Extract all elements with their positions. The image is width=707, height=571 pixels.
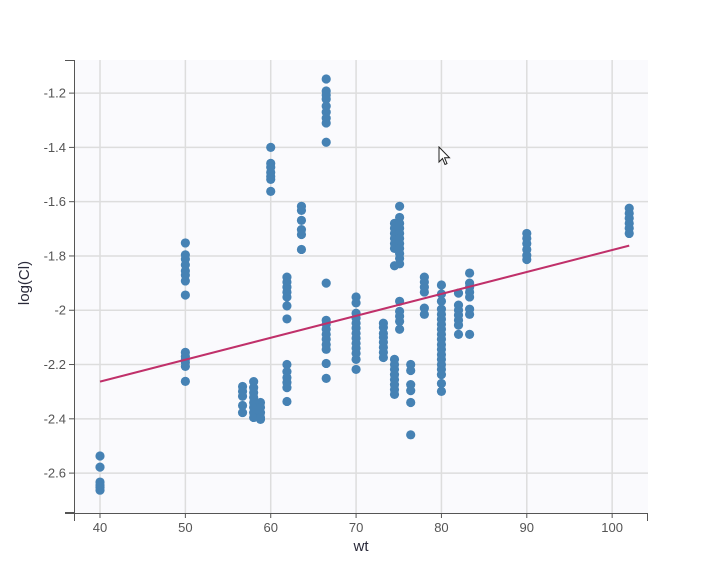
data-point bbox=[95, 485, 105, 495]
data-point bbox=[237, 407, 248, 418]
data-point bbox=[522, 254, 532, 265]
data-point bbox=[419, 309, 429, 319]
data-point bbox=[266, 174, 276, 185]
data-point bbox=[419, 287, 429, 297]
data-point bbox=[436, 378, 447, 389]
data-point bbox=[296, 229, 307, 240]
x-tick-label: 100 bbox=[601, 520, 623, 535]
data-point bbox=[321, 137, 331, 147]
data-point bbox=[406, 385, 416, 396]
y-tick-label: -2.2 bbox=[44, 357, 66, 372]
data-point bbox=[321, 94, 331, 104]
data-point bbox=[465, 292, 475, 302]
data-point bbox=[395, 201, 405, 211]
data-point bbox=[321, 344, 331, 354]
data-point bbox=[296, 244, 307, 255]
data-point bbox=[266, 142, 276, 152]
data-point bbox=[296, 215, 307, 226]
data-point bbox=[180, 238, 190, 248]
data-point bbox=[237, 400, 248, 411]
data-point bbox=[282, 301, 292, 311]
data-point bbox=[237, 391, 248, 401]
data-point bbox=[321, 373, 331, 383]
data-point bbox=[282, 292, 292, 302]
y-tick-label: -1.2 bbox=[44, 86, 66, 101]
data-point bbox=[389, 389, 400, 399]
data-point bbox=[436, 280, 447, 290]
data-point bbox=[406, 365, 416, 376]
data-point bbox=[282, 396, 292, 407]
data-point bbox=[180, 361, 190, 372]
x-tick-label: 70 bbox=[349, 520, 363, 535]
data-point bbox=[351, 364, 361, 375]
data-point bbox=[436, 369, 447, 380]
data-point bbox=[351, 298, 361, 308]
data-point bbox=[321, 74, 331, 84]
data-point bbox=[321, 358, 331, 369]
data-point bbox=[465, 309, 475, 319]
data-point bbox=[282, 383, 292, 393]
data-point bbox=[321, 118, 331, 128]
data-point bbox=[406, 397, 416, 408]
data-point bbox=[180, 276, 190, 286]
data-point bbox=[406, 430, 416, 440]
x-tick-label: 40 bbox=[93, 520, 107, 535]
mouse-cursor-icon bbox=[438, 146, 451, 166]
y-tick-label: -1.8 bbox=[44, 248, 66, 263]
data-point bbox=[180, 290, 190, 300]
y-tick-label: -2 bbox=[54, 303, 66, 318]
data-point bbox=[395, 259, 405, 269]
y-tick-label: -2.4 bbox=[44, 411, 66, 426]
x-tick-label: 80 bbox=[434, 520, 448, 535]
y-tick-label: -1.4 bbox=[44, 140, 66, 155]
data-point bbox=[436, 296, 447, 306]
data-point bbox=[624, 228, 634, 239]
data-point bbox=[453, 329, 464, 340]
x-axis-title: wt bbox=[353, 538, 370, 555]
regression-line-path bbox=[99, 244, 630, 383]
y-axis-title: log(Cl) bbox=[16, 261, 33, 305]
data-point bbox=[255, 414, 266, 424]
x-tick-label: 50 bbox=[178, 520, 192, 535]
data-point bbox=[282, 359, 292, 370]
data-point bbox=[95, 451, 105, 461]
y-tick-label: -2.6 bbox=[44, 466, 66, 481]
data-point bbox=[180, 376, 190, 386]
axes: -1.2 -1.4 -1.6 -1.8 -2 -2.2 -2.4 -2.6 40 50 60 70 80… bbox=[44, 60, 648, 535]
regression-line bbox=[99, 244, 630, 383]
x-tick-label: 90 bbox=[520, 520, 534, 535]
x-tick-label: 60 bbox=[263, 520, 277, 535]
data-point bbox=[395, 324, 405, 334]
data-point bbox=[95, 462, 105, 472]
y-tick-label: -1.6 bbox=[44, 194, 66, 209]
data-point bbox=[296, 205, 307, 215]
data-point bbox=[395, 316, 405, 326]
data-point bbox=[436, 386, 447, 397]
data-point bbox=[282, 314, 292, 324]
data-point bbox=[266, 186, 276, 196]
data-point bbox=[378, 352, 388, 363]
data-point bbox=[453, 320, 464, 330]
data-point bbox=[465, 268, 475, 278]
data-point bbox=[321, 278, 331, 288]
data-point bbox=[351, 354, 361, 364]
data-points bbox=[95, 74, 634, 495]
plot-background bbox=[75, 60, 648, 513]
data-point bbox=[465, 329, 475, 340]
